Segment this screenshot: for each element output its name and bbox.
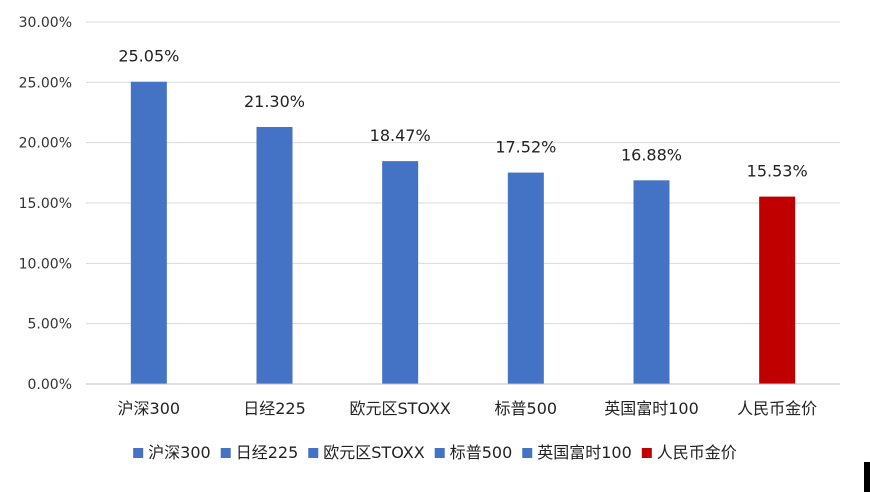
bars: [130, 81, 796, 384]
legend-label: 标普500: [450, 443, 513, 462]
legend-label: 欧元区STOXX: [323, 443, 424, 462]
bar: [130, 81, 167, 384]
bar: [633, 180, 670, 384]
y-tick-label: 15.00%: [19, 196, 72, 212]
legend-label: 英国富时100: [537, 443, 632, 462]
bar: [256, 126, 293, 384]
edge-mark: [864, 462, 870, 492]
legend-swatch: [220, 448, 231, 458]
legend-label: 沪深300: [148, 443, 211, 462]
bar: [507, 172, 544, 384]
legend-item: 沪深300: [133, 443, 211, 462]
x-category-label: 标普500: [495, 399, 558, 418]
x-category-label: 英国富时100: [604, 399, 699, 418]
legend-item: 人民币金价: [641, 443, 737, 462]
y-tick-label: 0.00%: [28, 377, 72, 393]
legend: 沪深300 日经225 欧元区STOXX 标普500 英国富时100 人民币金价: [133, 443, 737, 462]
x-axis-categories: 沪深300 日经225 欧元区STOXX 标普500 英国富时100 人民币金价: [118, 399, 818, 418]
x-category-label: 日经225: [243, 399, 306, 418]
bar: [382, 161, 419, 384]
legend-swatch: [434, 448, 445, 458]
legend-item: 欧元区STOXX: [308, 443, 425, 462]
x-category-label: 人民币金价: [737, 399, 817, 418]
legend-label: 日经225: [236, 443, 299, 462]
y-tick-label: 25.00%: [19, 75, 72, 91]
legend-item: 日经225: [220, 443, 299, 462]
x-category-label: 欧元区STOXX: [349, 399, 450, 418]
legend-swatch: [522, 448, 533, 458]
data-label: 15.53%: [747, 162, 808, 181]
y-tick-label: 10.00%: [19, 256, 72, 272]
y-tick-label: 20.00%: [19, 136, 72, 152]
legend-label: 人民币金价: [657, 443, 737, 462]
y-tick-label: 30.00%: [19, 15, 72, 31]
x-category-label: 沪深300: [118, 399, 181, 418]
data-label: 17.52%: [495, 138, 556, 157]
data-label: 18.47%: [370, 126, 431, 145]
legend-swatch: [641, 448, 652, 458]
y-axis-ticks: 0.00% 5.00% 10.00% 15.00% 20.00% 25.00% 30.00%: [19, 15, 72, 393]
gridlines: [86, 21, 840, 325]
data-label: 16.88%: [621, 145, 682, 164]
bar: [759, 196, 796, 384]
data-label: 25.05%: [118, 47, 179, 66]
legend-swatch: [133, 448, 144, 458]
data-labels: 25.05% 21.30% 18.47% 17.52% 16.88% 15.53%: [118, 47, 807, 181]
y-tick-label: 5.00%: [28, 317, 72, 333]
legend-item: 标普500: [434, 443, 513, 462]
legend-swatch: [308, 448, 319, 458]
legend-item: 英国富时100: [522, 443, 632, 462]
data-label: 21.30%: [244, 92, 305, 111]
